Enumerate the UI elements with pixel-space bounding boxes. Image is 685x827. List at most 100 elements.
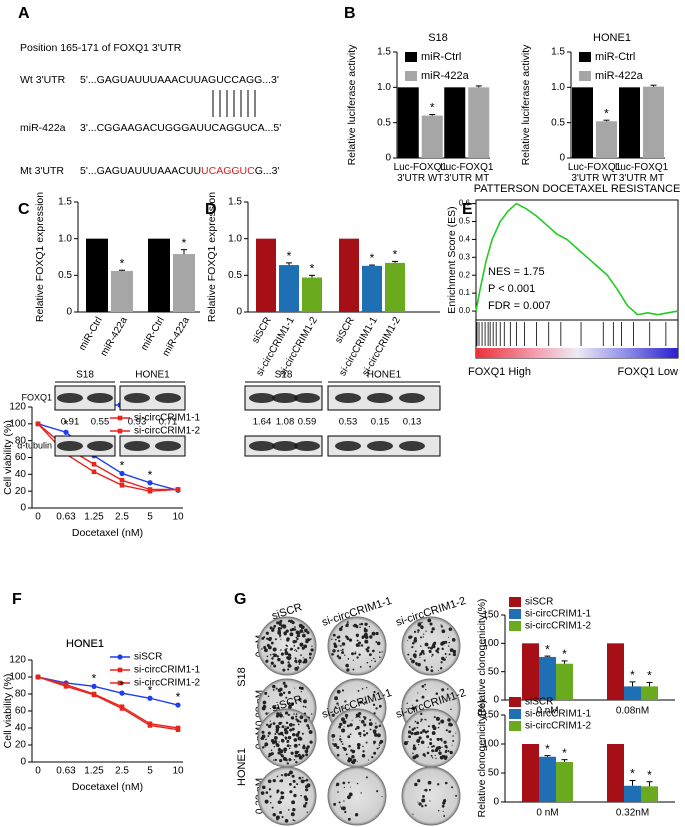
series-line xyxy=(37,676,179,729)
colony xyxy=(294,755,297,758)
colony xyxy=(286,744,290,748)
colony xyxy=(412,641,415,645)
colony xyxy=(302,744,306,747)
colony xyxy=(371,649,375,653)
colony xyxy=(274,733,277,735)
colony xyxy=(270,641,274,645)
colony xyxy=(444,744,448,748)
significance-label: * xyxy=(562,647,567,661)
colony xyxy=(285,721,289,725)
colony xyxy=(448,645,450,647)
colony xyxy=(309,638,312,641)
legend-label: si-circCRIM1-1 xyxy=(525,709,592,720)
colony xyxy=(443,740,447,744)
colony xyxy=(301,754,305,757)
colony xyxy=(340,625,344,628)
sequence: 5'...GAGUAUUUAAACUUUCAGGUCG...3' xyxy=(80,165,279,177)
colony xyxy=(267,731,271,735)
colony xyxy=(411,728,415,731)
y-tick-label: 0.6 xyxy=(459,199,471,208)
colony xyxy=(411,659,415,664)
x-tick-label: 0 xyxy=(35,766,41,777)
colony xyxy=(290,702,294,706)
plot-frame xyxy=(475,199,679,359)
colony xyxy=(349,733,352,736)
colony xyxy=(279,619,283,623)
colony xyxy=(300,686,304,690)
colony xyxy=(275,815,280,820)
colony xyxy=(435,692,439,695)
plate-dish xyxy=(401,766,461,826)
colony xyxy=(279,687,283,692)
row-label: α-tubulin xyxy=(17,440,52,450)
y-tick-label: 0 xyxy=(559,153,565,164)
colony xyxy=(378,746,380,749)
significance-label: * xyxy=(182,236,187,250)
colony xyxy=(277,706,280,710)
legend-swatch xyxy=(509,721,521,731)
colony xyxy=(267,645,272,650)
colony xyxy=(280,652,285,656)
plate xyxy=(401,616,461,676)
colony xyxy=(366,687,368,689)
y-tick-label: 150 xyxy=(482,610,499,621)
colony xyxy=(440,641,444,646)
colony xyxy=(346,637,350,641)
x-axis-label: Docetaxel (nM) xyxy=(72,781,143,793)
colony xyxy=(272,689,275,691)
colony xyxy=(435,757,437,760)
panel-label: G xyxy=(234,591,246,608)
colony xyxy=(267,724,272,729)
colony xyxy=(351,760,356,765)
colony xyxy=(264,645,266,647)
y-tick-label: 100 xyxy=(9,418,26,429)
colony xyxy=(336,782,340,786)
sequence: 5'...GAGUAUUUAAACUUAGUCCAGG...3' xyxy=(80,74,279,86)
colony xyxy=(285,644,288,647)
colony xyxy=(345,717,348,719)
colony xyxy=(294,657,297,660)
colony xyxy=(427,646,430,649)
colony xyxy=(442,810,444,812)
colony xyxy=(289,714,291,716)
colony xyxy=(424,804,427,807)
colony xyxy=(337,649,340,652)
chart-title: S18 xyxy=(428,32,448,44)
colony xyxy=(301,732,304,735)
colony xyxy=(332,633,336,637)
colony xyxy=(427,725,430,728)
colony xyxy=(440,739,443,742)
colony xyxy=(417,662,421,667)
colony xyxy=(420,718,423,721)
colony xyxy=(302,776,304,779)
colony xyxy=(451,744,453,746)
colony xyxy=(441,746,443,748)
significance-label: * xyxy=(545,642,550,656)
colony xyxy=(304,635,306,637)
colony xyxy=(368,626,370,628)
colony xyxy=(343,786,345,789)
y-axis-label: Relative clonogenicity(%) xyxy=(476,700,488,818)
colony xyxy=(348,745,351,748)
colony xyxy=(338,656,342,660)
y-tick-label: 0.0 xyxy=(459,306,471,315)
significance-label: * xyxy=(310,262,315,276)
colony xyxy=(449,750,451,752)
colony xyxy=(304,749,309,754)
bar xyxy=(624,686,641,700)
colony xyxy=(351,754,355,759)
colony xyxy=(298,743,301,746)
y-tick-label: 1.5 xyxy=(377,47,391,58)
colony xyxy=(344,700,347,703)
significance-label: * xyxy=(120,459,125,473)
colony xyxy=(283,684,288,688)
colony xyxy=(276,775,279,778)
colony xyxy=(347,735,351,739)
point xyxy=(175,702,181,708)
colony xyxy=(288,722,293,727)
colony xyxy=(271,657,274,660)
colony xyxy=(260,791,265,795)
colony xyxy=(271,628,275,632)
x-tick-label: 1.25 xyxy=(84,766,104,777)
colony xyxy=(372,703,376,706)
